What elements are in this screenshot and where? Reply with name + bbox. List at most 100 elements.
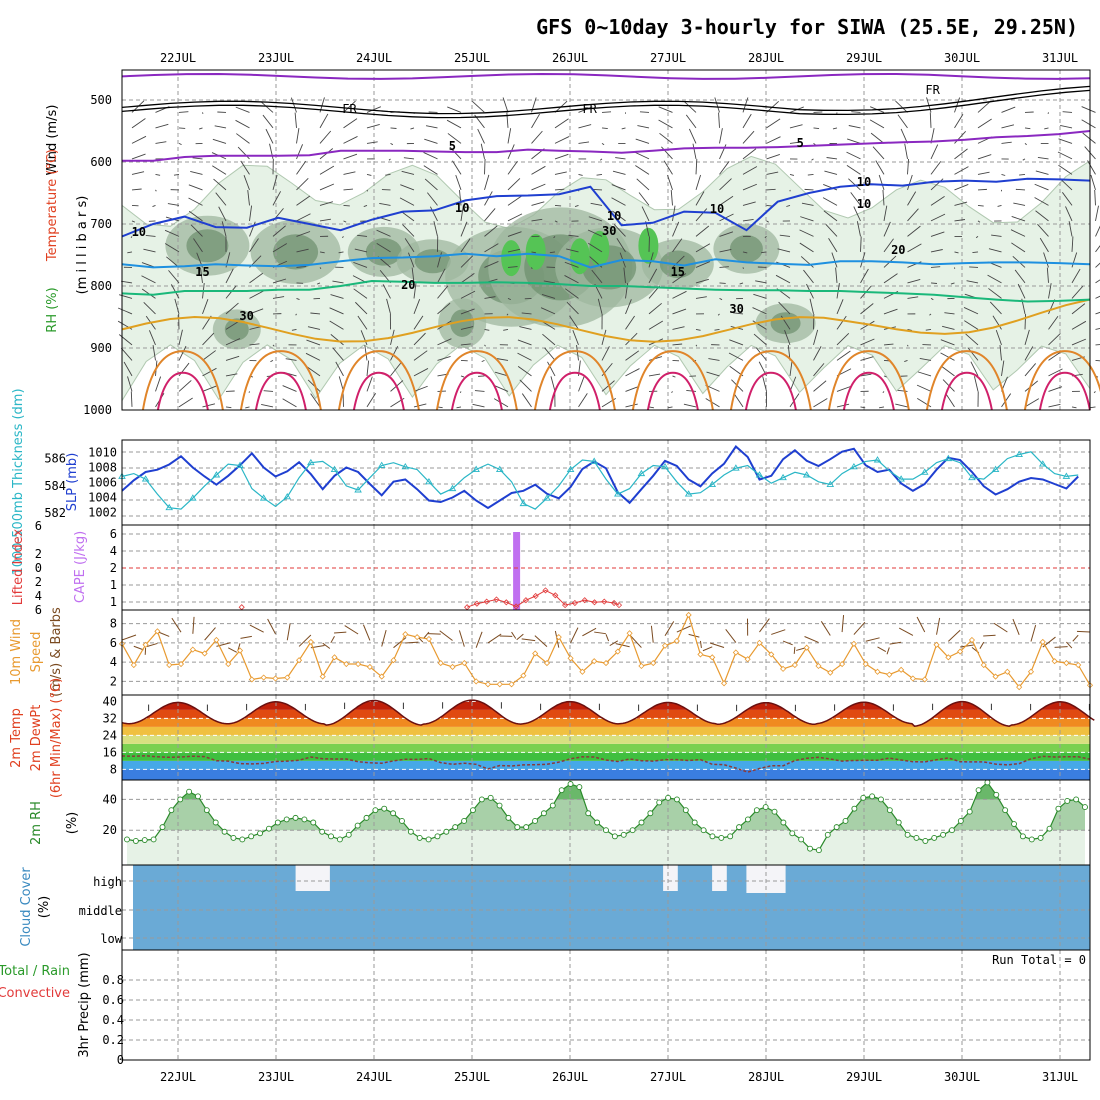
- date-label-bottom: 30JUL: [944, 1070, 980, 1084]
- wind-barb-10m: [877, 646, 887, 653]
- rh-marker: [922, 838, 929, 844]
- wind-barb: [836, 403, 850, 408]
- rh-marker: [665, 794, 672, 801]
- rh-area-green: [501, 240, 522, 277]
- wind-barb-10m: [886, 647, 890, 655]
- wind-barb: [658, 106, 673, 113]
- wind-barb-10m: [423, 631, 430, 639]
- wind-barb: [174, 298, 180, 315]
- wind-barb: [296, 213, 311, 222]
- rh-marker: [807, 845, 813, 852]
- thickness-marker: [543, 494, 551, 501]
- wind-speed-marker: [839, 660, 846, 668]
- wind-barb: [613, 224, 626, 237]
- wind-barb: [663, 160, 673, 175]
- cloud-cover-panel: [121, 864, 1091, 951]
- wind-barb: [900, 128, 908, 144]
- wind-speed-marker: [945, 654, 952, 661]
- wind-barb: [540, 307, 556, 315]
- date-label-bottom: 27JUL: [650, 1070, 686, 1084]
- lifted-index-marker: [503, 599, 510, 606]
- wind-barb: [1095, 328, 1100, 330]
- temp2m-label-a: 2m Temp: [9, 708, 24, 768]
- wind-barb: [484, 225, 498, 237]
- wind-barb: [507, 178, 521, 191]
- rh-marker: [292, 814, 299, 821]
- wind-barb: [728, 352, 744, 361]
- wind-barb: [578, 106, 593, 113]
- wind-barb: [954, 201, 968, 206]
- wind-barb: [860, 303, 874, 315]
- thickness-marker: [1015, 450, 1023, 457]
- wind-barb: [403, 157, 415, 160]
- wind-barb: [811, 158, 814, 161]
- wind-barb: [1081, 119, 1096, 129]
- wind-barb-10m: [1054, 646, 1068, 648]
- wind-speed-marker: [886, 671, 893, 678]
- wind-barb: [1058, 164, 1073, 175]
- wind-barb: [447, 133, 462, 144]
- thickness-label: 1000-500mb Thickness (dm): [11, 388, 26, 575]
- wind-barb: [364, 345, 368, 361]
- wind-barb: [766, 118, 781, 129]
- wind-barb: [484, 296, 496, 299]
- thickness-marker: [661, 462, 669, 470]
- wind-barb: [192, 157, 203, 160]
- wind-barb: [167, 203, 180, 206]
- wind-barb: [366, 393, 377, 408]
- wind-barb: [295, 313, 297, 316]
- wind-barb: [554, 153, 569, 160]
- slp-label: SLP (mb): [65, 453, 80, 512]
- wind-barb: [178, 127, 186, 129]
- wind-speed-marker: [1016, 684, 1023, 691]
- wind-barb-10m: [609, 640, 619, 647]
- isotherm-30: [744, 371, 797, 411]
- rh-marker: [1037, 834, 1044, 841]
- wind-barb: [247, 190, 250, 206]
- wind-barb: [907, 225, 921, 237]
- wind-barb: [484, 344, 486, 347]
- wind-barb: [1081, 106, 1096, 113]
- wind-barb: [1001, 393, 1012, 408]
- rh-area-dark: [186, 229, 229, 263]
- rh-marker: [168, 807, 175, 814]
- wind-barb: [1024, 346, 1034, 361]
- wind-barb: [752, 307, 767, 315]
- wind-barb: [784, 330, 791, 346]
- wind-barb: [155, 173, 161, 176]
- slp-line: [121, 444, 1079, 510]
- wind-speed-marker: [484, 681, 492, 688]
- wind-barb-10m: [771, 629, 786, 635]
- cloud-label-a: Cloud Cover: [19, 867, 34, 947]
- lifted-index-marker: [522, 597, 529, 604]
- contour-label-rh30: 30: [729, 302, 743, 316]
- rh-marker: [461, 818, 468, 824]
- thickness-marker: [566, 465, 575, 472]
- wind-tick-label: 8: [110, 617, 117, 631]
- thickness-tick-label: 584: [44, 479, 66, 493]
- temp-line: [121, 699, 1095, 727]
- wind-barb: [550, 376, 556, 392]
- isotherm-30: [352, 371, 405, 411]
- wind-barb: [965, 333, 979, 346]
- wind-barb-10m: [267, 618, 276, 635]
- rh-marker: [434, 833, 441, 840]
- rh-marker: [931, 834, 938, 841]
- wind-barb: [484, 260, 499, 268]
- wind-barb: [543, 280, 556, 284]
- wind-barb: [930, 266, 941, 268]
- wind-barb: [848, 178, 861, 191]
- wind-barb: [752, 320, 767, 330]
- page-title: GFS 0~10day 3-hourly for SIWA (25.5E, 29…: [536, 15, 1078, 39]
- wind-barb: [460, 205, 464, 221]
- wind-barb: [401, 170, 415, 175]
- wind-barb-10m: [1066, 641, 1073, 649]
- rh-marker: [780, 819, 787, 826]
- rh-marker: [682, 807, 689, 814]
- wind-speed-marker: [614, 648, 621, 655]
- wind-barb: [296, 248, 309, 253]
- wind-barb: [188, 197, 203, 206]
- wind-barb: [531, 165, 546, 175]
- wind-barb: [357, 234, 368, 237]
